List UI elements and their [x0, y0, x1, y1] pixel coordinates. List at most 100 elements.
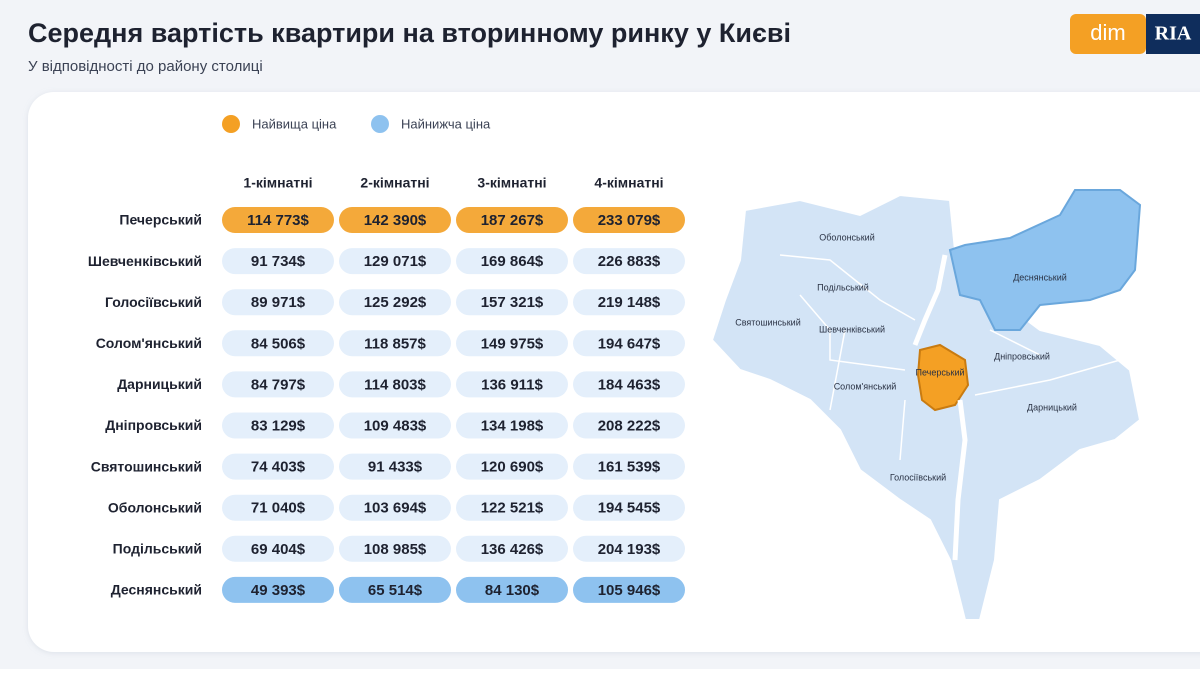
price-pill [222, 248, 334, 275]
price: 118 857$ [364, 335, 426, 352]
price: 194 545$ [598, 500, 661, 517]
price-pill [573, 412, 685, 439]
price-pill [222, 207, 334, 233]
logo-ria-text: RIA [1155, 23, 1192, 45]
district-name: Оболонський [108, 499, 202, 515]
logo-dim-text: dim [1090, 20, 1125, 45]
price-pill [339, 330, 451, 357]
district-label: Дніпровський [994, 351, 1050, 361]
price-pill [573, 576, 685, 603]
price: 74 403$ [251, 459, 306, 476]
logo-dim [1070, 14, 1146, 54]
district-name: Печерський [119, 212, 202, 228]
district-label: Подільський [817, 282, 869, 292]
price-pill [222, 576, 334, 603]
price: 125 292$ [364, 294, 427, 311]
price-pill [456, 494, 568, 521]
district-label: Святошинський [735, 317, 800, 327]
legend-label: Найвища ціна [252, 116, 337, 131]
price: 69 404$ [251, 541, 306, 558]
district-label: Шевченківський [819, 324, 885, 334]
price: 91 734$ [251, 253, 306, 270]
price-pill [339, 412, 451, 439]
price-pill [339, 453, 451, 480]
price: 84 797$ [251, 376, 306, 393]
price: 108 985$ [364, 541, 427, 558]
river [912, 254, 968, 561]
column-header: 4-кімнатні [594, 175, 663, 191]
price-pill [456, 576, 568, 603]
price-pill [339, 207, 451, 233]
district-name: Солом'янський [96, 335, 202, 351]
column-header: 2-кімнатні [360, 175, 429, 191]
price-pill [456, 412, 568, 439]
price: 149 975$ [481, 335, 544, 352]
legend-swatch-high [222, 115, 240, 133]
price: 142 390$ [364, 212, 427, 229]
price: 226 883$ [598, 253, 661, 270]
price: 161 539$ [598, 459, 661, 476]
legend-swatch-low [371, 115, 389, 133]
map-pecherskyi [916, 343, 970, 412]
price-pill [339, 371, 451, 398]
price-pill [456, 453, 568, 480]
price: 114 773$ [247, 212, 309, 229]
district-label: Дарницький [1027, 402, 1077, 412]
legend-label: Найнижча ціна [401, 116, 491, 131]
price: 157 321$ [481, 294, 544, 311]
column-header: 1-кімнатні [243, 175, 312, 191]
district-name: Деснянський [111, 582, 202, 598]
district-label: Деснянський [1013, 272, 1067, 282]
price-pill [573, 371, 685, 398]
price-pill [573, 453, 685, 480]
price-table: 1-кімнатні 2-кімнатні 3-кімнатні 4-кімнатні… [88, 175, 685, 603]
price: 49 393$ [251, 582, 306, 599]
map-desnianskyi [948, 189, 1142, 331]
price: 89 971$ [251, 294, 306, 311]
district-label: Голосіївський [890, 472, 946, 482]
price: 134 198$ [481, 417, 544, 434]
price-pill [222, 371, 334, 398]
price-pill [339, 248, 451, 275]
price-pill [456, 535, 568, 562]
district-name: Дніпровський [105, 417, 202, 433]
price: 204 193$ [598, 541, 661, 558]
district-label: Печерський [915, 367, 964, 377]
price: 122 521$ [481, 500, 544, 517]
price: 208 222$ [598, 417, 661, 434]
price-pill [339, 494, 451, 521]
logo-ria [1146, 14, 1200, 54]
price: 83 129$ [251, 417, 306, 434]
price: 65 514$ [368, 582, 423, 599]
district-borders [779, 254, 1121, 461]
price-pill [222, 535, 334, 562]
price-pill [339, 535, 451, 562]
price: 84 130$ [485, 582, 540, 599]
price: 114 803$ [364, 376, 426, 393]
price-pill [339, 289, 451, 316]
price: 91 433$ [368, 459, 423, 476]
price-pill [573, 248, 685, 275]
price: 84 506$ [251, 335, 306, 352]
price: 103 694$ [364, 500, 427, 517]
price-pill [456, 248, 568, 275]
price: 184 463$ [598, 376, 661, 393]
title: Середня вартість квартири на вторинному … [28, 18, 791, 48]
price-pill [573, 330, 685, 357]
map: Оболонський Деснянський Подільський Святоши… [710, 189, 1142, 621]
price: 187 267$ [481, 212, 544, 229]
price-pill [573, 494, 685, 521]
price-pill [573, 207, 685, 233]
price: 136 426$ [481, 541, 544, 558]
price-pill [222, 494, 334, 521]
subtitle: У відповідності до району столиці [28, 58, 263, 75]
price-pill [456, 289, 568, 316]
price: 105 946$ [598, 582, 661, 599]
price-pill [222, 330, 334, 357]
price-pill [573, 289, 685, 316]
district-name: Голосіївський [105, 294, 202, 310]
price: 136 911$ [481, 376, 543, 393]
price: 120 690$ [481, 459, 544, 476]
